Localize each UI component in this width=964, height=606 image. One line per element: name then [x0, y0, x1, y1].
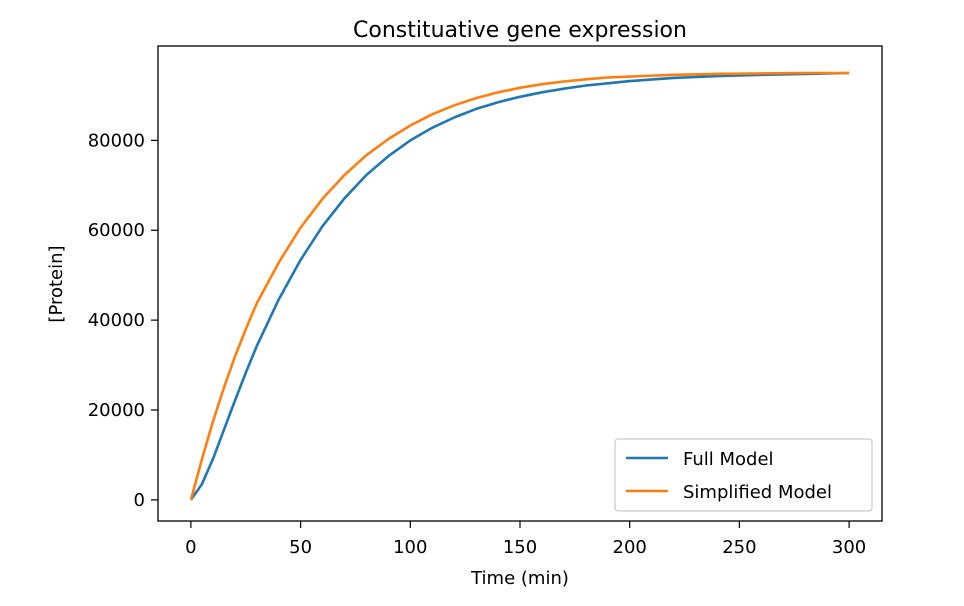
x-tick-label: 150: [503, 537, 537, 558]
y-tick-label: 60000: [88, 220, 145, 241]
x-tick-label: 100: [393, 537, 427, 558]
legend-label-simplified-model: Simplified Model: [683, 482, 832, 503]
y-tick-label: 80000: [88, 130, 145, 151]
y-tick-label: 0: [134, 490, 145, 511]
series-layer: [189, 71, 850, 501]
x-axis: 0 50 100 150 200 250 300: [185, 521, 866, 558]
y-axis: 0 20000 40000 60000 80000: [88, 130, 158, 511]
x-tick-label: 0: [185, 537, 196, 558]
y-axis-label: [Protein]: [46, 245, 67, 322]
y-tick-label: 40000: [88, 310, 145, 331]
x-tick-label: 250: [722, 537, 756, 558]
x-tick-label: 50: [289, 537, 312, 558]
y-tick-label: 20000: [88, 400, 145, 421]
legend: Full Model Simplified Model: [614, 438, 873, 512]
x-tick-label: 200: [613, 537, 647, 558]
x-tick-label: 300: [832, 537, 866, 558]
x-axis-label: Time (min): [470, 568, 569, 589]
series-line-full-model: [189, 71, 850, 501]
series-line-simplified-model: [189, 71, 850, 501]
legend-frame: [614, 438, 873, 512]
chart-title: Constituative gene expression: [353, 18, 687, 43]
legend-label-full-model: Full Model: [683, 449, 774, 470]
